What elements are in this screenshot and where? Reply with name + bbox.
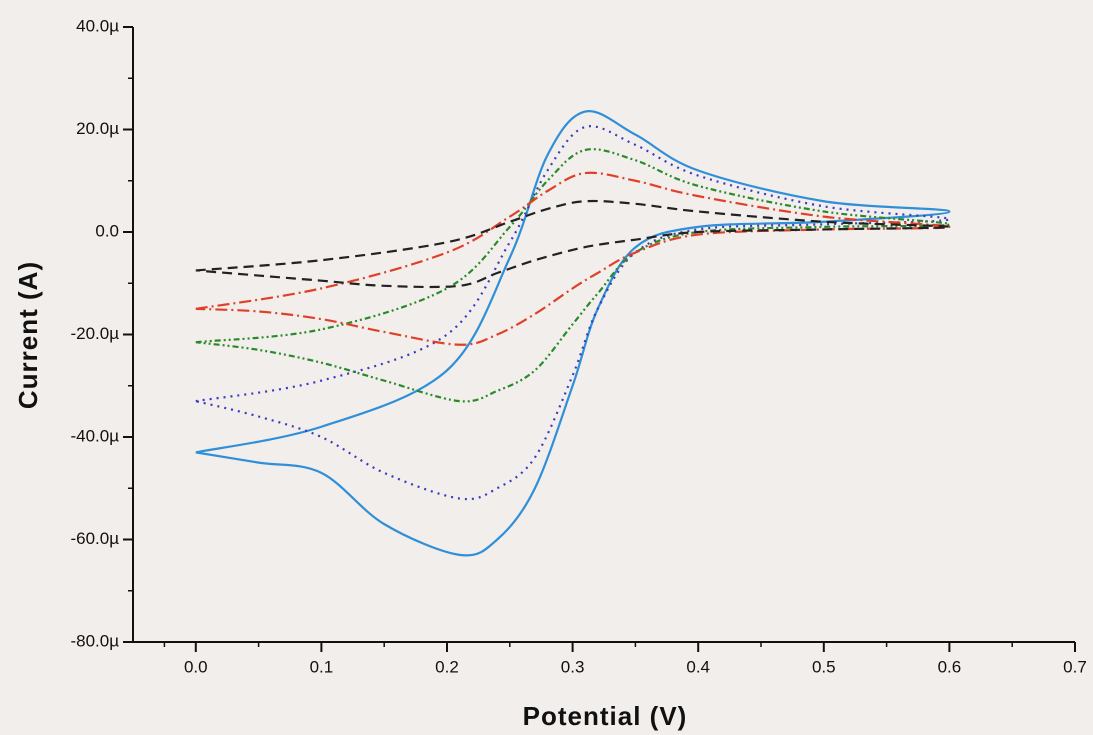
x-tick-label: 0.0	[184, 657, 208, 676]
x-tick-label: 0.7	[1063, 657, 1087, 676]
y-tick-label: -60.0µ	[70, 529, 119, 548]
y-tick-label: 40.0µ	[76, 16, 119, 35]
background	[0, 0, 1093, 735]
y-tick-label: -40.0µ	[70, 426, 119, 445]
x-tick-label: 0.2	[435, 657, 459, 676]
chart: Potential (V) Current (A) -80.0µ -60.0µ -4…	[0, 0, 1093, 735]
x-tick-label: 0.5	[812, 657, 836, 676]
x-tick-label: 0.4	[686, 657, 710, 676]
x-tick-label: 0.6	[938, 657, 962, 676]
y-tick-label: -20.0µ	[70, 324, 119, 343]
y-axis-title: Current (A)	[13, 261, 43, 409]
y-tick-label: -80.0µ	[70, 631, 119, 650]
x-axis-title: Potential (V)	[523, 701, 688, 731]
x-tick-label: 0.3	[561, 657, 585, 676]
y-tick-label: 20.0µ	[76, 119, 119, 138]
x-tick-label: 0.1	[310, 657, 334, 676]
y-tick-label: 0.0	[95, 221, 119, 240]
